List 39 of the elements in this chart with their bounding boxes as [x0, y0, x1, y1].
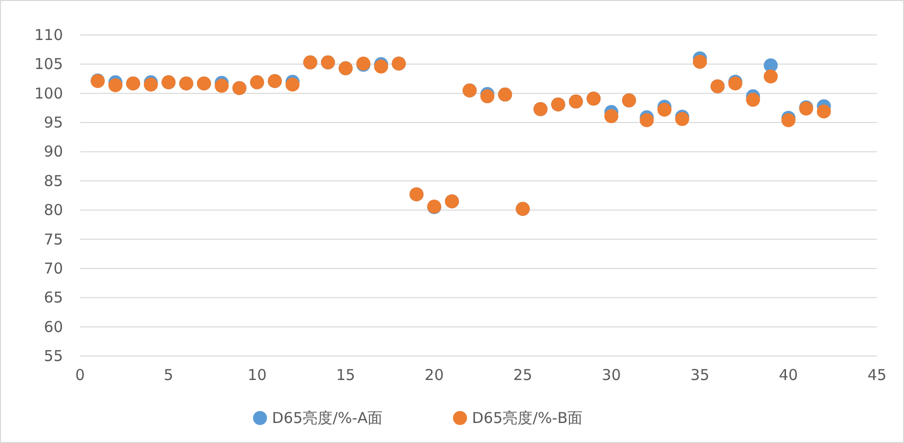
- point: [604, 109, 618, 124]
- point: [640, 113, 654, 128]
- x-tick-label: 35: [690, 366, 710, 384]
- x-tick-label: 15: [336, 366, 356, 384]
- y-tick-label: 110: [34, 26, 63, 44]
- y-tick-label: 55: [44, 347, 63, 365]
- legend-label: D65亮度/%-A面: [272, 409, 383, 427]
- legend-label: D65亮度/%-B面: [472, 409, 583, 427]
- point: [764, 69, 778, 84]
- y-tick-label: 90: [44, 142, 63, 161]
- y-tick-label: 65: [44, 288, 63, 307]
- x-tick-label: 20: [424, 366, 444, 384]
- point: [746, 92, 760, 107]
- point: [374, 60, 388, 74]
- y-tick-label: 95: [44, 114, 63, 132]
- y-tick-label: 60: [44, 318, 63, 336]
- point: [781, 113, 796, 128]
- point: [692, 54, 707, 69]
- x-tick-label: 25: [513, 366, 532, 384]
- point: [816, 104, 831, 118]
- point: [144, 78, 158, 92]
- y-tick-label: 75: [44, 230, 63, 248]
- point: [480, 89, 494, 104]
- point: [108, 78, 122, 92]
- x-tick-label: 45: [867, 366, 887, 384]
- x-tick-label: 40: [778, 366, 798, 384]
- x-tick-label: 5: [164, 366, 174, 384]
- y-tick-label: 85: [44, 172, 63, 190]
- y-tick-label: 100: [34, 84, 63, 102]
- point: [657, 102, 672, 117]
- y-tick-label: 70: [44, 259, 63, 278]
- y-tick-label: 105: [34, 55, 63, 74]
- x-tick-label: 10: [248, 366, 267, 384]
- y-tick-label: 80: [44, 201, 63, 220]
- point: [675, 112, 690, 126]
- point: [214, 78, 229, 93]
- point: [286, 78, 300, 92]
- x-tick-label: 0: [75, 366, 85, 384]
- x-tick-label: 30: [602, 366, 621, 384]
